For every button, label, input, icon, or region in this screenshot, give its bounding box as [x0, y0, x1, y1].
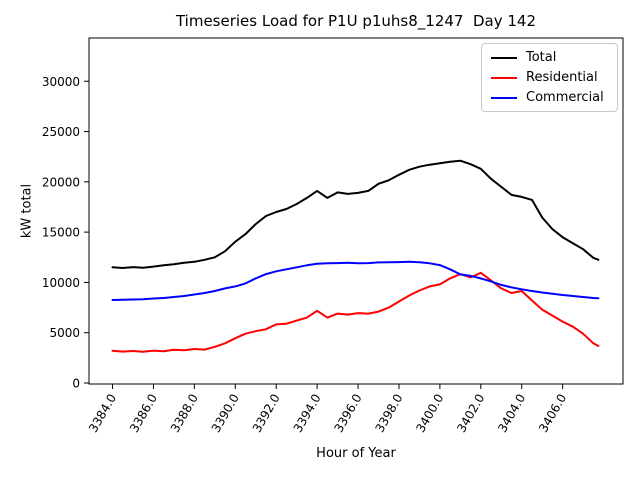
- x-axis-tick-label: 3396.0: [332, 392, 365, 435]
- x-axis-tick-label: 3404.0: [495, 392, 528, 435]
- y-axis-tick-label: 25000: [42, 125, 80, 139]
- y-axis-label: kW total: [19, 183, 35, 239]
- axes-frame: [88, 37, 624, 385]
- y-axis-tick-label: 5000: [49, 326, 80, 340]
- legend-item-commercial: Commercial: [491, 90, 608, 105]
- x-axis-tick-label: 3390.0: [209, 392, 242, 435]
- legend-label-residential: Residential: [526, 70, 598, 85]
- y-axis-tick-label: 15000: [42, 226, 80, 240]
- x-axis-tick-label: 3398.0: [372, 392, 405, 435]
- chart-title: Timeseries Load for P1U p1uhs8_1247 Day …: [175, 12, 537, 30]
- legend-item-residential: Residential: [491, 70, 608, 85]
- x-axis-tick-label: 3386.0: [127, 392, 160, 435]
- series-line-total: [111, 159, 600, 269]
- y-axis-tick-label: 10000: [42, 276, 80, 290]
- y-axis-tick-label: 20000: [42, 175, 80, 189]
- legend-line-swatch-total: [491, 56, 517, 59]
- series-line-residential: [111, 271, 600, 353]
- x-axis-tick-label: 3392.0: [250, 392, 283, 435]
- legend-item-total: Total: [491, 50, 608, 65]
- x-axis-tick-label: 3400.0: [413, 392, 446, 435]
- y-axis-tick-label: 30000: [42, 75, 80, 89]
- series-line-commercial: [111, 260, 600, 301]
- legend-label-commercial: Commercial: [526, 90, 604, 105]
- y-axis-tick-label: 0: [72, 376, 80, 390]
- x-axis-tick-label: 3402.0: [454, 391, 487, 434]
- x-axis-tick-label: 3388.0: [168, 392, 201, 435]
- legend-line-swatch-residential: [491, 76, 517, 79]
- legend-label-total: Total: [526, 50, 557, 65]
- x-axis-tick-label: 3394.0: [291, 392, 324, 435]
- legend: Total Residential Commercial: [481, 43, 618, 112]
- x-axis-label: Hour of Year: [316, 446, 396, 461]
- x-axis-tick-label: 3384.0: [86, 392, 119, 435]
- legend-line-swatch-commercial: [491, 96, 517, 99]
- x-axis-tick-label: 3406.0: [536, 392, 569, 435]
